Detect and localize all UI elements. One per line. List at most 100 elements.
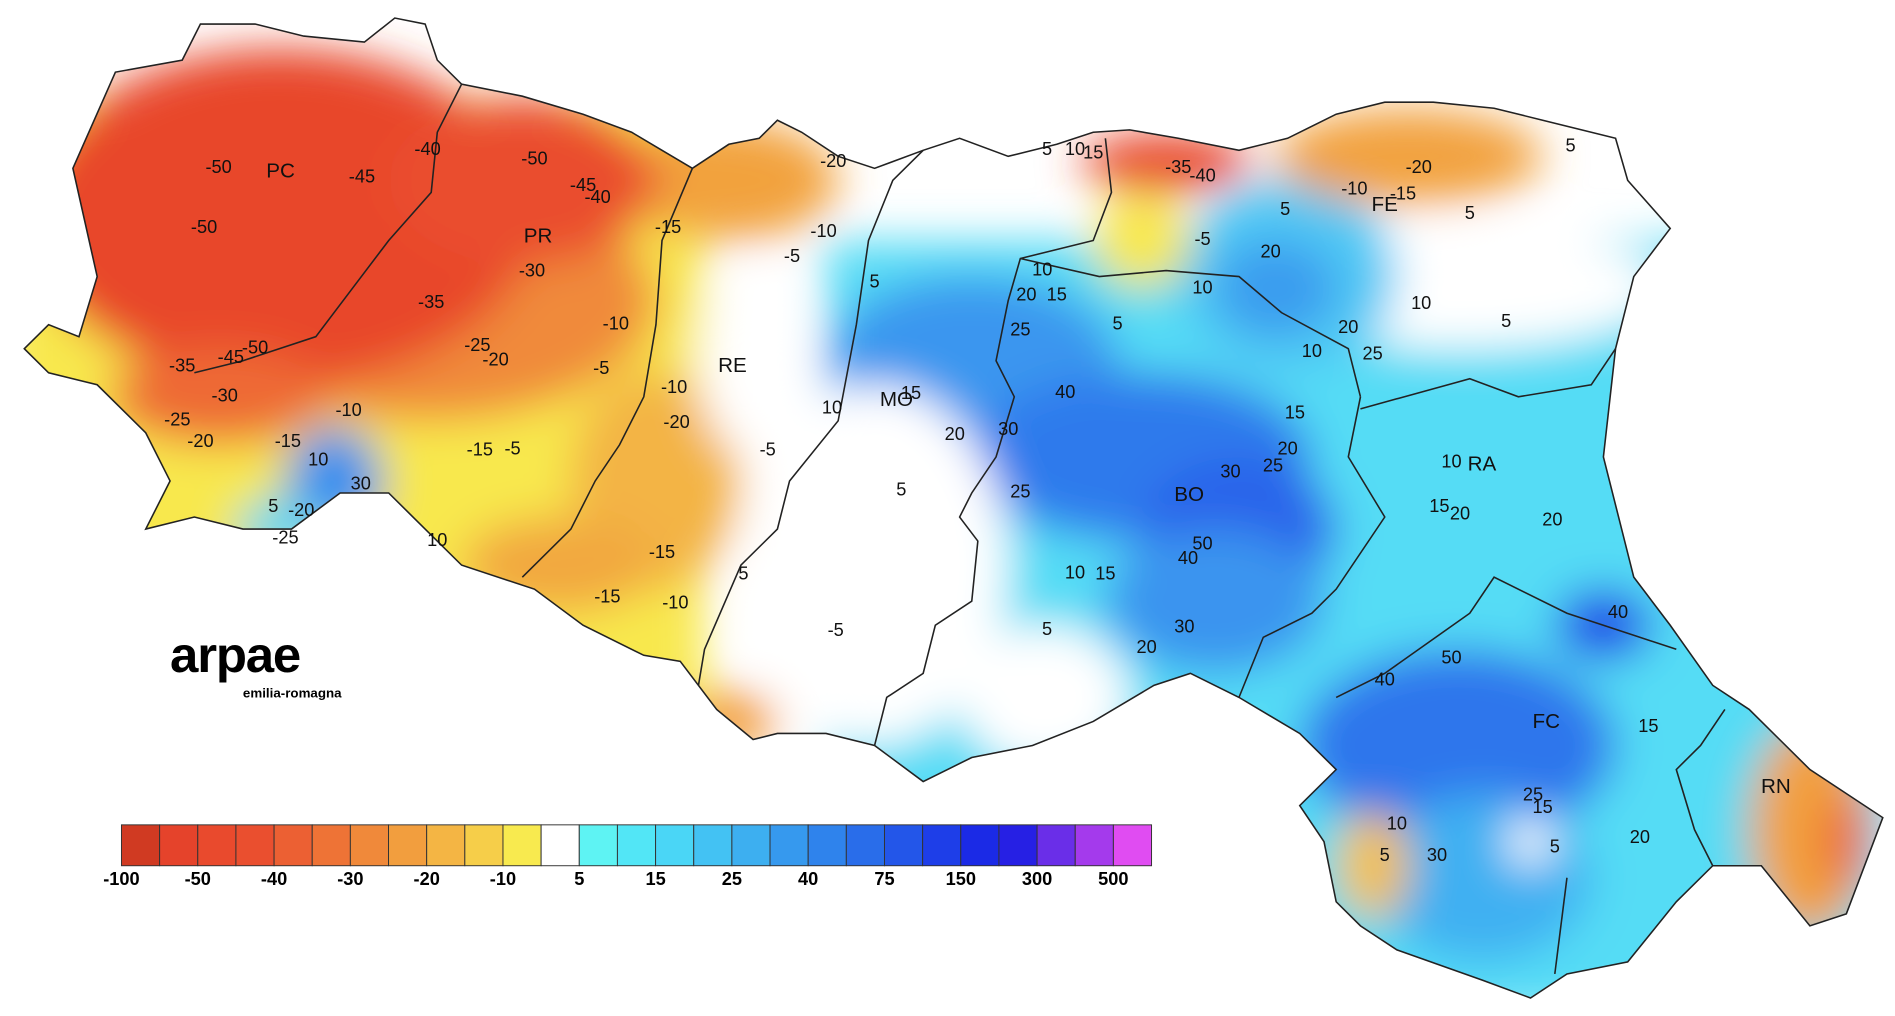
contour-label: 5 [1465,203,1475,223]
province-border [1554,877,1568,975]
province-label: PC [266,159,295,182]
contour-label: 10 [1065,562,1085,582]
contour-label: -20 [820,151,846,171]
contour-label: -15 [1390,184,1416,204]
contour-label: 30 [1220,461,1240,481]
contour-label: -5 [505,439,521,459]
contour-label: 10 [1302,341,1322,361]
province-label: RE [718,354,747,377]
contour-label: 15 [1285,402,1305,422]
contour-label: 25 [1010,319,1030,339]
province-label: FE [1372,193,1398,216]
contour-label: 5 [1566,136,1576,156]
contour-label: -10 [661,377,687,397]
contour-label: 20 [1542,509,1562,529]
legend-swatch [197,824,237,867]
contour-label: 10 [1411,293,1431,313]
legend-swatch [655,824,695,867]
contour-label: 30 [1174,616,1194,636]
contour-label: -45 [349,167,375,187]
contour-label: -40 [584,187,610,207]
contour-label: -25 [164,410,190,430]
contour-label: 40 [1375,669,1395,689]
legend-tick-label: 300 [1022,869,1052,889]
contour-label: 15 [1429,496,1449,516]
legend-tick-label: -100 [103,869,139,889]
legend-tick-label: 75 [874,869,894,889]
province-labels: PC PR RE MO BO FE RA FC RN [266,159,1791,798]
province-border [521,168,694,578]
contour-label: 10 [1441,452,1461,472]
contour-label: 10 [1387,814,1407,834]
contour-label: -50 [521,149,547,169]
legend-tick-label: 150 [946,869,976,889]
legend-tick-label: -30 [337,869,363,889]
logo: arpae emilia-romagna [170,626,342,700]
contour-label: -40 [1189,166,1215,186]
contour-label: -50 [205,157,231,177]
contour-label: 25 [1523,785,1543,805]
contour-label: 15 [901,383,921,403]
legend-tick-label: -20 [414,869,440,889]
contour-label: -10 [603,313,629,333]
legend-tick-label: 15 [645,869,665,889]
legend-tick-label: 5 [574,869,584,889]
contour-label: -35 [169,356,195,376]
contour-label: 20 [1016,285,1036,305]
contour-label: 20 [1277,439,1297,459]
contour-label: 5 [1280,199,1290,219]
province-borders [194,83,1726,975]
contour-label: -50 [191,217,217,237]
legend-swatch [883,824,924,867]
contour-label: -20 [663,412,689,432]
contour-label: -25 [272,528,298,548]
contour-label: 20 [945,424,965,444]
contour-label: -20 [187,431,213,451]
contour-label: 10 [1032,259,1052,279]
province-label: FC [1533,710,1561,733]
legend-tick-label: 25 [722,869,742,889]
contour-label: -5 [593,358,609,378]
legend-swatch [540,824,580,867]
contour-label: -15 [594,586,620,606]
contour-label: -30 [212,386,238,406]
contour-label: -50 [242,338,268,358]
contour-label: 10 [822,398,842,418]
province-label: MO [880,388,913,411]
contour-label: -25 [464,335,490,355]
contour-label: 40 [1608,602,1628,622]
contour-label: 5 [268,496,278,516]
region-outline [23,17,1884,999]
legend-swatch [311,824,351,867]
contour-label: 15 [1533,797,1553,817]
province-label: RN [1761,775,1791,798]
contour-label: 10 [308,449,328,469]
legend-swatch [120,824,161,867]
contour-label: -10 [335,400,361,420]
legend-tick-label: -50 [185,869,211,889]
contour-label: -15 [467,440,493,460]
legend-swatch [578,824,618,867]
contour-label: 30 [351,473,371,493]
legend-swatch [349,824,390,867]
contour-label: 10 [427,530,447,550]
contour-label: -45 [218,347,244,367]
contour-label: -15 [655,217,681,237]
province-border [1238,396,1386,698]
legend-swatch [769,824,809,867]
province-label: PR [524,224,553,247]
contour-label: -40 [414,139,440,159]
contour-label: 5 [1112,313,1122,333]
legend-tick-label: -10 [490,869,516,889]
contour-label: 50 [1192,534,1212,554]
contour-label: 5 [1042,139,1052,159]
contour-label: -20 [1406,157,1432,177]
contour-label: 10 [1065,139,1085,159]
contour-label: 15 [1047,285,1067,305]
contour-label: 40 [1055,382,1075,402]
contour-label: 5 [738,564,748,584]
